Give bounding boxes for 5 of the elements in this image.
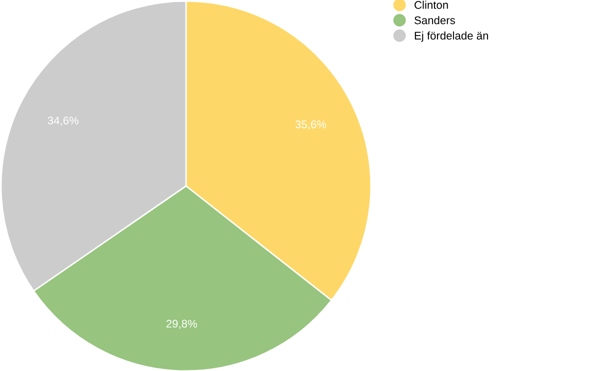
data-label: 29,8% xyxy=(166,320,197,329)
legend-label: Clinton xyxy=(414,0,448,9)
legend-label: Sanders xyxy=(414,16,455,24)
legend-label: Ej fördelade än xyxy=(414,31,488,42)
data-label: 35,6% xyxy=(295,120,326,130)
